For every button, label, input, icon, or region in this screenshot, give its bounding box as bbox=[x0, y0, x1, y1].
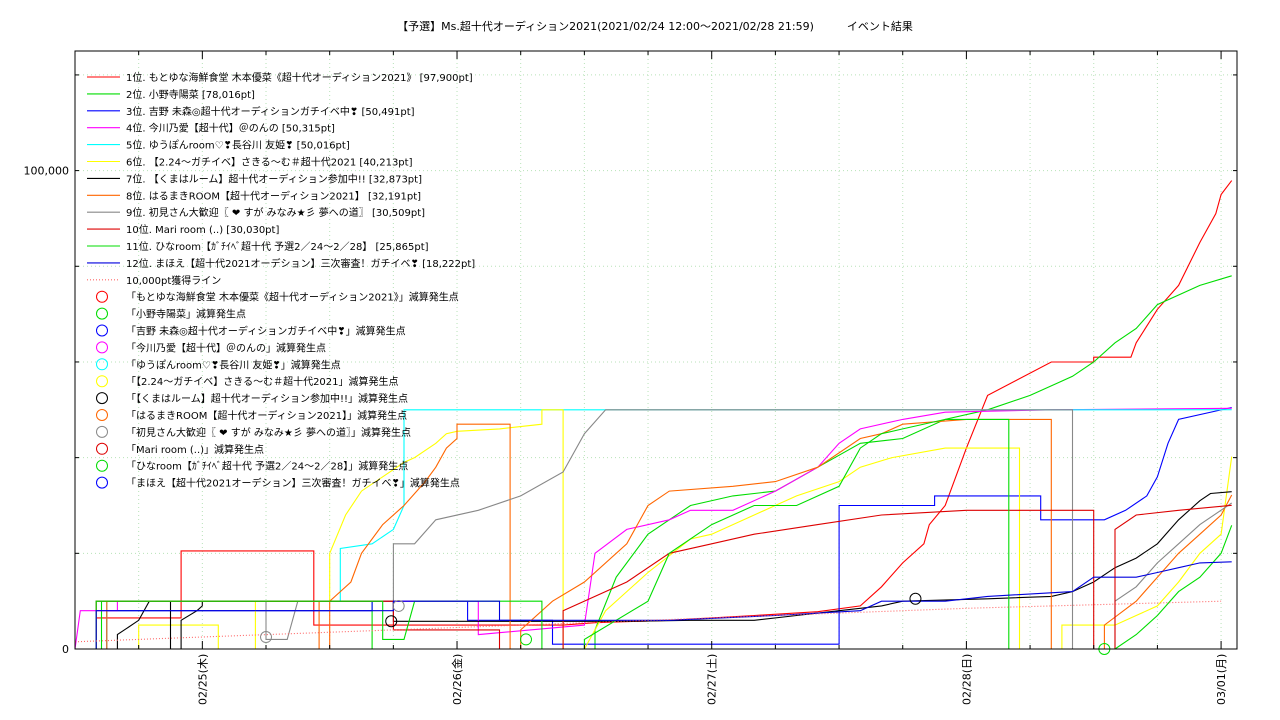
series-line-3 bbox=[75, 406, 1232, 649]
legend-swatch-marker-3 bbox=[96, 324, 108, 337]
legend-swatch-marker-7 bbox=[96, 392, 108, 405]
penalty-marker-7 bbox=[909, 592, 922, 605]
legend-label-series-2: 2位. 小野寺陽菜 [78,016pt] bbox=[126, 88, 255, 101]
x-tick-label: 03/01(月) bbox=[1215, 654, 1228, 705]
grid-lines bbox=[75, 51, 1237, 649]
legend-label-marker-3: 「吉野 未森◎超十代オーディションガチイベ中❣」減算発生点 bbox=[126, 325, 406, 338]
series-line-11 bbox=[75, 418, 1233, 649]
legend-label-series-7: 7位. 【くまはルーム】超十代オーディション参加中!! [32,873pt] bbox=[126, 172, 422, 185]
legend-label-series-4: 4位. 今川乃愛【超十代】＠のんの [50,315pt] bbox=[126, 122, 335, 135]
series-line-12 bbox=[75, 561, 1232, 649]
legend-swatch-marker-11 bbox=[96, 459, 108, 472]
legend-label-marker-1: 「もとゆな海鮮食堂 木本優菜《超十代オーディション2021》」減算発生点 bbox=[126, 291, 459, 304]
legend: 1位. もとゆな海鮮食堂 木本優菜《超十代オーディション2021》 [97,90… bbox=[87, 71, 475, 490]
x-tick-label: 02/27(土) bbox=[706, 654, 719, 705]
legend-label-series-11: 11位. ひなroom【ｶﾞﾁｲﾍﾞ超十代 予選2／24～2／28】 [25,8… bbox=[126, 240, 429, 253]
penalty-marker-2 bbox=[520, 633, 533, 646]
legend-swatch-marker-1 bbox=[96, 290, 108, 303]
legend-swatch-marker-4 bbox=[96, 341, 108, 354]
y-tick-label: 100,000 bbox=[24, 165, 70, 178]
legend-swatch-marker-10 bbox=[96, 442, 108, 455]
legend-label-marker-12: 「まほえ【超十代2021オーデション】三次審査！ガチイベ❣」減算発生点 bbox=[126, 477, 460, 490]
penalty-marker-9 bbox=[392, 599, 405, 612]
y-tick-label: 0 bbox=[62, 643, 69, 656]
axes: 0 100,000 02/25(木) 02/26(金) 02/27(土) 02/28(日)… bbox=[24, 51, 1237, 705]
x-tick-label: 02/25(木) bbox=[196, 654, 209, 705]
legend-label-series-13: 10,000pt獲得ライン bbox=[126, 274, 221, 287]
series-line-1 bbox=[75, 180, 1233, 649]
x-tick-label: 02/26(金) bbox=[450, 654, 464, 705]
legend-label-marker-5: 「ゆうぽんroom♡❣長谷川 友姫❣」減算発生点 bbox=[126, 358, 341, 371]
legend-label-marker-8: 「はるまきROOM【超十代オーディション2021】」減算発生点 bbox=[126, 409, 407, 422]
legend-label-marker-11: 「ひなroom【ｶﾞﾁｲﾍﾞ超十代 予選2／24～2／28】」減算発生点 bbox=[126, 460, 408, 473]
legend-swatch-marker-8 bbox=[96, 409, 108, 421]
series-line-7 bbox=[75, 491, 1232, 649]
penalty-marker-9 bbox=[260, 631, 273, 644]
legend-label-series-6: 6位. 【2.24～ガチイベ】さきる～む＃超十代2021 [40,213pt] bbox=[126, 156, 413, 169]
legend-label-series-12: 12位. まほえ【超十代2021オーデション】三次審査！ガチイベ❣ [18,22… bbox=[126, 257, 475, 270]
x-tick-label: 02/28(日) bbox=[960, 654, 973, 705]
legend-label-series-10: 10位. Mari room (..) [30,030pt] bbox=[126, 223, 279, 236]
chart-title: 【予選】Ms.超十代オーディション2021(2021/02/24 12:00～2… bbox=[397, 19, 913, 33]
legend-swatch-marker-9 bbox=[96, 425, 108, 438]
legend-label-marker-6: 「【2.24～ガチイベ】さきる～む＃超十代2021」減算発生点 bbox=[126, 375, 399, 388]
plot-frame bbox=[74, 50, 1238, 650]
legend-label-series-9: 9位. 初見さん大歓迎〖 ❤ すが みなみ★彡 夢への道〗 [30,509pt] bbox=[126, 206, 425, 219]
legend-swatch-marker-12 bbox=[96, 476, 108, 489]
penalty-marker-7 bbox=[385, 615, 398, 628]
legend-label-series-1: 1位. もとゆな海鮮食堂 木本優菜《超十代オーディション2021》 [97,90… bbox=[126, 71, 473, 84]
legend-label-series-3: 3位. 吉野 未森◎超十代オーディションガチイベ中❣ [50,491pt] bbox=[126, 105, 415, 118]
legend-label-marker-4: 「今川乃愛【超十代】＠のんの」減算発生点 bbox=[126, 341, 326, 354]
legend-label-series-5: 5位. ゆうぽんroom♡❣長谷川 友姫❣ [50,016pt] bbox=[126, 139, 350, 152]
legend-swatch-marker-2 bbox=[96, 307, 108, 320]
legend-label-series-8: 8位. はるまきROOM【超十代オーディション2021】 [32,191pt] bbox=[126, 189, 421, 202]
legend-label-marker-9: 「初見さん大歓迎〖 ❤ すが みなみ★彡 夢への道〗」減算発生点 bbox=[126, 426, 411, 439]
legend-swatch-marker-6 bbox=[96, 375, 108, 388]
legend-label-marker-7: 「【くまはルーム】超十代オーディション参加中!!」減算発生点 bbox=[126, 392, 408, 405]
legend-label-marker-2: 「小野寺陽菜」減算発生点 bbox=[126, 308, 246, 321]
legend-swatch-marker-5 bbox=[96, 358, 108, 371]
series-lines bbox=[75, 180, 1233, 649]
series-line-10 bbox=[75, 504, 1232, 649]
legend-label-marker-10: 「Mari room (..)」減算発生点 bbox=[126, 443, 264, 456]
penalty-markers bbox=[260, 592, 1111, 655]
